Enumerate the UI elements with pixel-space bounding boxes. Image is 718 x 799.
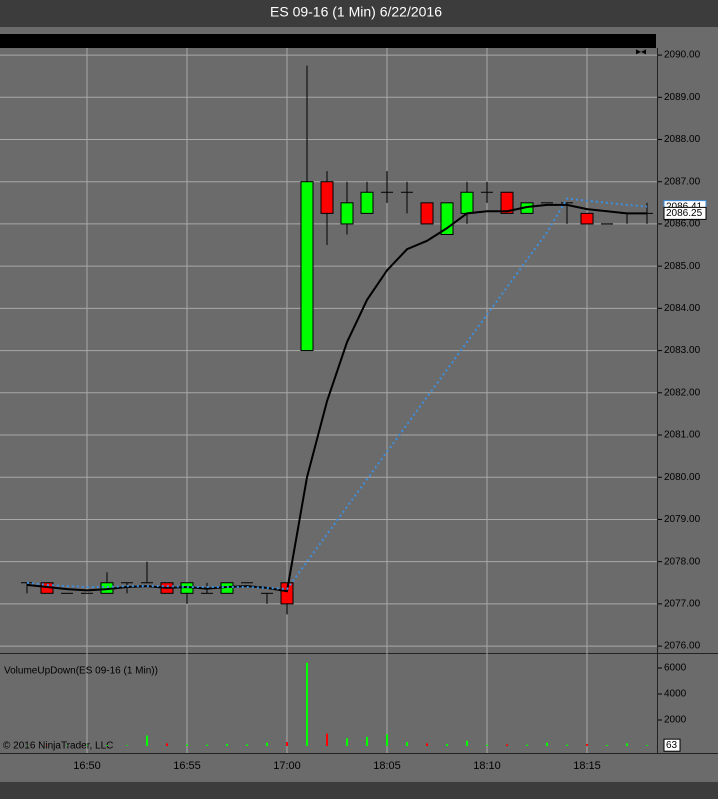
- volume-bar: [446, 744, 448, 746]
- x-tick-label: 18:15: [573, 760, 601, 772]
- last-value-label: 2086.25: [666, 208, 703, 219]
- volume-bar: [206, 744, 208, 746]
- moving-average: [26, 197, 648, 591]
- candle-body: [500, 191, 514, 214]
- candle-body: [580, 212, 594, 225]
- volume-bar: [526, 744, 528, 746]
- volume-bar: [306, 662, 308, 746]
- x-tick-label: 18:10: [473, 760, 501, 772]
- volume-bar: [166, 743, 168, 746]
- y-tick-label: 2084.00: [664, 303, 701, 314]
- y-tick-label: 2083.00: [664, 345, 701, 356]
- candle-body: [300, 181, 314, 352]
- y-tick-label: 2080.00: [664, 472, 701, 483]
- volume-bar: [126, 745, 128, 746]
- candle-body: [280, 582, 294, 605]
- volume-bar: [346, 738, 348, 746]
- last-value-label: 2086.41: [666, 201, 703, 212]
- y-tick-label: 4000: [664, 689, 687, 700]
- volume-bar: [146, 735, 148, 746]
- x-tick-label: 18:05: [373, 760, 401, 772]
- volume-bar: [626, 743, 628, 746]
- y-tick-label: 2078.00: [664, 556, 701, 567]
- toolbar-bar: [0, 34, 656, 48]
- y-tick-label: 2087.00: [664, 176, 701, 187]
- volume-bar: [406, 742, 408, 746]
- volume-bar: [106, 745, 108, 746]
- y-tick-label: 6000: [664, 663, 687, 674]
- volume-bar: [466, 740, 468, 746]
- y-tick-label: 2076.00: [664, 641, 701, 652]
- last-value-label: 63: [666, 740, 678, 751]
- candle-body: [460, 191, 474, 214]
- y-tick-label: 2081.00: [664, 430, 701, 441]
- volume-bar: [426, 743, 428, 746]
- candle-body: [320, 181, 334, 214]
- volume-bar: [246, 744, 248, 746]
- x-tick-label: 16:55: [173, 760, 201, 772]
- volume-bar: [566, 744, 568, 746]
- volume-title: VolumeUpDown(ES 09-16 (1 Min)): [4, 666, 158, 677]
- y-tick-label: 2089.00: [664, 92, 701, 103]
- volume-bar: [586, 744, 588, 746]
- icon: ▸◂: [636, 47, 646, 58]
- volume-bar: [546, 742, 548, 746]
- last-value-box: [663, 738, 681, 752]
- volume-bar: [366, 736, 368, 746]
- candle-body: [360, 191, 374, 214]
- copyright: © 2016 NinjaTrader, LLC: [3, 741, 113, 752]
- moving-average: [26, 203, 647, 593]
- volume-bar: [646, 745, 648, 746]
- y-tick-label: 2090.00: [664, 50, 701, 61]
- volume-bar: [506, 744, 508, 746]
- window-title: ES 09-16 (1 Min) 6/22/2016: [270, 4, 442, 20]
- candle-body: [420, 202, 434, 225]
- volume-bar: [86, 745, 88, 746]
- candle-body: [340, 202, 354, 225]
- y-tick-label: 2000: [664, 715, 687, 726]
- y-tick-label: 2082.00: [664, 387, 701, 398]
- volume-bar: [266, 742, 268, 746]
- volume-bar: [606, 744, 608, 746]
- volume-bar: [326, 733, 328, 746]
- y-tick-label: 2088.00: [664, 134, 701, 145]
- volume-bar: [186, 744, 188, 746]
- x-tick-label: 17:00: [273, 760, 301, 772]
- y-tick-label: 2079.00: [664, 514, 701, 525]
- volume-bar: [286, 742, 288, 746]
- y-tick-label: 2085.00: [664, 261, 701, 272]
- chart-background: [0, 27, 718, 782]
- y-tick-label: 2077.00: [664, 599, 701, 610]
- volume-bar: [386, 734, 388, 746]
- y-tick-label: 2086.00: [664, 219, 701, 230]
- volume-bar: [226, 744, 228, 746]
- last-value-box: [663, 206, 707, 220]
- volume-bar: [486, 744, 488, 746]
- x-tick-label: 16:50: [73, 760, 101, 772]
